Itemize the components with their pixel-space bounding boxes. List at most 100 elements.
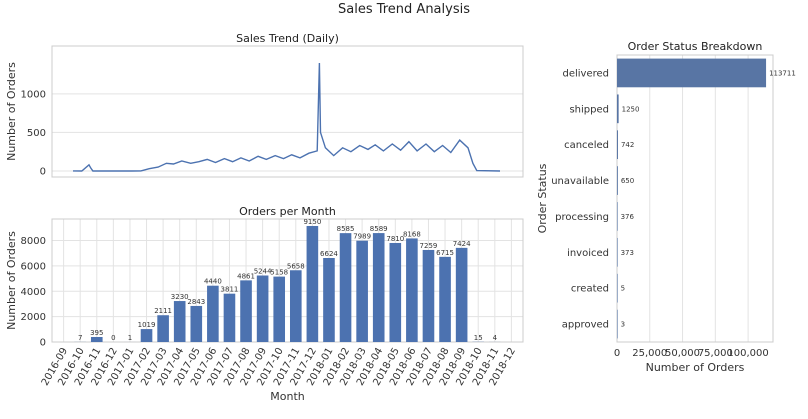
bar xyxy=(372,233,385,342)
data-label: 650 xyxy=(621,177,634,185)
daily-line-chart: 0 500 1000 Sales Trend (Daily) Number of Ord… xyxy=(5,32,524,178)
bar xyxy=(617,202,618,231)
axes-frame xyxy=(51,45,524,178)
x-tick-label: 100,000 xyxy=(727,348,768,359)
chart-title: Sales Trend (Daily) xyxy=(236,32,339,45)
y-axis-label: Number of Orders xyxy=(5,231,18,330)
bar xyxy=(617,130,618,160)
data-label: 7989 xyxy=(353,233,371,241)
data-label: 3 xyxy=(621,321,625,329)
data-label: 7810 xyxy=(386,235,404,243)
data-label: 395 xyxy=(90,329,103,337)
bar xyxy=(256,275,269,342)
data-label: 1019 xyxy=(138,321,156,329)
y-tick-label: 0 xyxy=(40,338,46,349)
data-label: 9150 xyxy=(303,218,321,226)
x-tick-label: 50,000 xyxy=(665,348,700,359)
bar xyxy=(157,315,169,342)
bar xyxy=(140,329,153,342)
y-tick-label: approved xyxy=(562,320,609,331)
data-label: 3811 xyxy=(221,286,239,294)
data-label: 4861 xyxy=(237,272,255,280)
y-tick-label: 500 xyxy=(27,128,46,139)
data-label: 7259 xyxy=(420,242,438,250)
data-label: 6715 xyxy=(436,249,454,257)
data-label: 15 xyxy=(474,334,483,342)
data-label: 5658 xyxy=(287,262,305,270)
data-label: 376 xyxy=(621,213,635,221)
data-label: 5244 xyxy=(254,268,272,276)
bar xyxy=(439,256,451,342)
y-axis-label: Number of Orders xyxy=(5,62,18,161)
chart-title: Orders per Month xyxy=(239,205,336,218)
bar xyxy=(323,258,335,342)
axes-frame xyxy=(51,218,524,343)
y-tick-label: 0 xyxy=(40,166,46,177)
y-tick-label: shipped xyxy=(569,104,609,115)
chart-title: Order Status Breakdown xyxy=(628,40,763,53)
data-label: 4 xyxy=(493,334,498,342)
bar xyxy=(422,249,435,342)
data-label: 8589 xyxy=(370,225,388,233)
y-tick-label: 2000 xyxy=(21,312,46,323)
bar xyxy=(617,237,618,267)
data-label: 0 xyxy=(111,334,115,342)
y-tick-label: unavailable xyxy=(551,176,609,187)
data-label: 6624 xyxy=(320,250,338,258)
series-line xyxy=(72,62,501,172)
x-axis-label: Month xyxy=(270,390,305,403)
y-tick-label: delivered xyxy=(562,68,609,79)
data-label: 1250 xyxy=(622,105,640,113)
x-axis-label: Number of Orders xyxy=(646,361,745,374)
axes-frame xyxy=(616,54,774,343)
y-axis-label: Order Status xyxy=(536,163,549,233)
data-label: 2111 xyxy=(154,307,172,315)
data-label: 7 xyxy=(78,334,82,342)
bar xyxy=(289,270,302,342)
bar xyxy=(356,240,368,342)
data-label: 2843 xyxy=(187,298,205,306)
data-label: 8168 xyxy=(403,230,421,238)
data-label: 5 xyxy=(621,285,625,293)
data-label: 1 xyxy=(128,334,132,342)
bar xyxy=(455,247,468,342)
bar xyxy=(190,305,203,342)
bar xyxy=(617,166,618,195)
data-label: 7424 xyxy=(453,240,471,248)
data-label: 113711 xyxy=(769,69,796,77)
x-tick-label: 0 xyxy=(614,348,620,359)
bar xyxy=(223,293,236,342)
bar xyxy=(90,336,103,342)
bar xyxy=(389,242,402,342)
y-tick-label: created xyxy=(571,284,609,295)
y-tick-label: 4000 xyxy=(21,287,46,298)
bar xyxy=(173,301,186,342)
x-tick-label: 25,000 xyxy=(632,348,667,359)
data-label: 373 xyxy=(621,249,634,257)
data-label: 4440 xyxy=(204,278,222,286)
bar xyxy=(339,233,352,342)
data-label: 8585 xyxy=(337,225,355,233)
y-tick-label: canceled xyxy=(564,140,609,151)
bar xyxy=(240,280,252,342)
y-tick-label: 8000 xyxy=(21,236,46,247)
bar xyxy=(617,94,619,124)
data-label: 5158 xyxy=(270,269,288,277)
bar xyxy=(273,276,286,342)
data-label: 742 xyxy=(621,141,634,149)
y-tick-label: processing xyxy=(555,212,609,223)
data-label: 3230 xyxy=(171,293,189,301)
bar xyxy=(617,309,618,339)
x-tick-label: 75,000 xyxy=(698,348,733,359)
bar xyxy=(617,273,618,303)
y-tick-label: invoiced xyxy=(567,248,609,259)
bar xyxy=(617,58,767,88)
y-tick-label: 1000 xyxy=(21,89,46,100)
figure-title: Sales Trend Analysis xyxy=(338,2,470,17)
bar xyxy=(207,285,219,342)
bar xyxy=(306,225,319,342)
monthly-bar-chart: 020004000600080002016-092016-102016-1120… xyxy=(5,205,524,403)
